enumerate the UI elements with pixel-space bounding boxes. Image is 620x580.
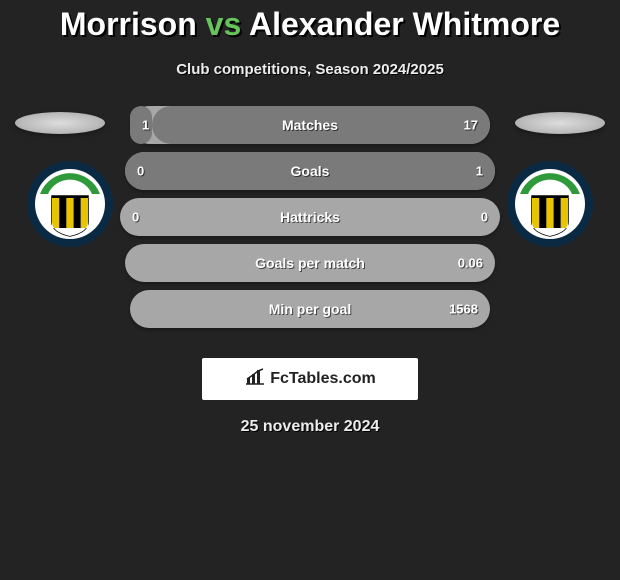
stat-value-right: 1 xyxy=(476,164,483,179)
stat-value-left: 1 xyxy=(142,118,149,133)
stat-row: 1 Matches 17 xyxy=(130,106,490,144)
stat-row: Goals per match 0.06 xyxy=(125,244,495,282)
player-right-name: Alexander Whitmore xyxy=(249,6,560,42)
stat-label: Hattricks xyxy=(280,209,340,225)
date-label: 25 november 2024 xyxy=(0,418,620,436)
stat-value-left: 0 xyxy=(132,210,139,225)
chart-icon xyxy=(244,366,266,393)
stat-label: Goals per match xyxy=(255,255,365,271)
attribution-text: FcTables.com xyxy=(270,370,376,388)
stats-arena: 1 Matches 17 0 Goals 1 0 Hattricks 0 Goals per ma… xyxy=(0,106,620,346)
stat-label: Min per goal xyxy=(269,301,351,317)
stat-value-left: 0 xyxy=(137,164,144,179)
club-crest-right xyxy=(506,160,594,248)
shadow-ellipse-left xyxy=(15,112,105,134)
stat-value-right: 17 xyxy=(464,118,478,133)
stat-label: Goals xyxy=(291,163,330,179)
vs-word: vs xyxy=(206,6,242,42)
stat-row: Min per goal 1568 xyxy=(130,290,490,328)
stat-value-right: 1568 xyxy=(449,302,478,317)
stat-rows: 1 Matches 17 0 Goals 1 0 Hattricks 0 Goals per ma… xyxy=(135,106,485,328)
attribution-badge: FcTables.com xyxy=(202,358,418,400)
subtitle: Club competitions, Season 2024/2025 xyxy=(0,61,620,78)
stat-row: 0 Hattricks 0 xyxy=(120,198,500,236)
comparison-card: Morrison vs Alexander Whitmore Club comp… xyxy=(0,0,620,436)
stat-row: 0 Goals 1 xyxy=(125,152,495,190)
stat-label: Matches xyxy=(282,117,338,133)
shadow-ellipse-right xyxy=(515,112,605,134)
player-left-name: Morrison xyxy=(60,6,197,42)
page-title: Morrison vs Alexander Whitmore xyxy=(0,6,620,43)
club-crest-left xyxy=(26,160,114,248)
stat-value-right: 0.06 xyxy=(458,256,483,271)
stat-value-right: 0 xyxy=(481,210,488,225)
